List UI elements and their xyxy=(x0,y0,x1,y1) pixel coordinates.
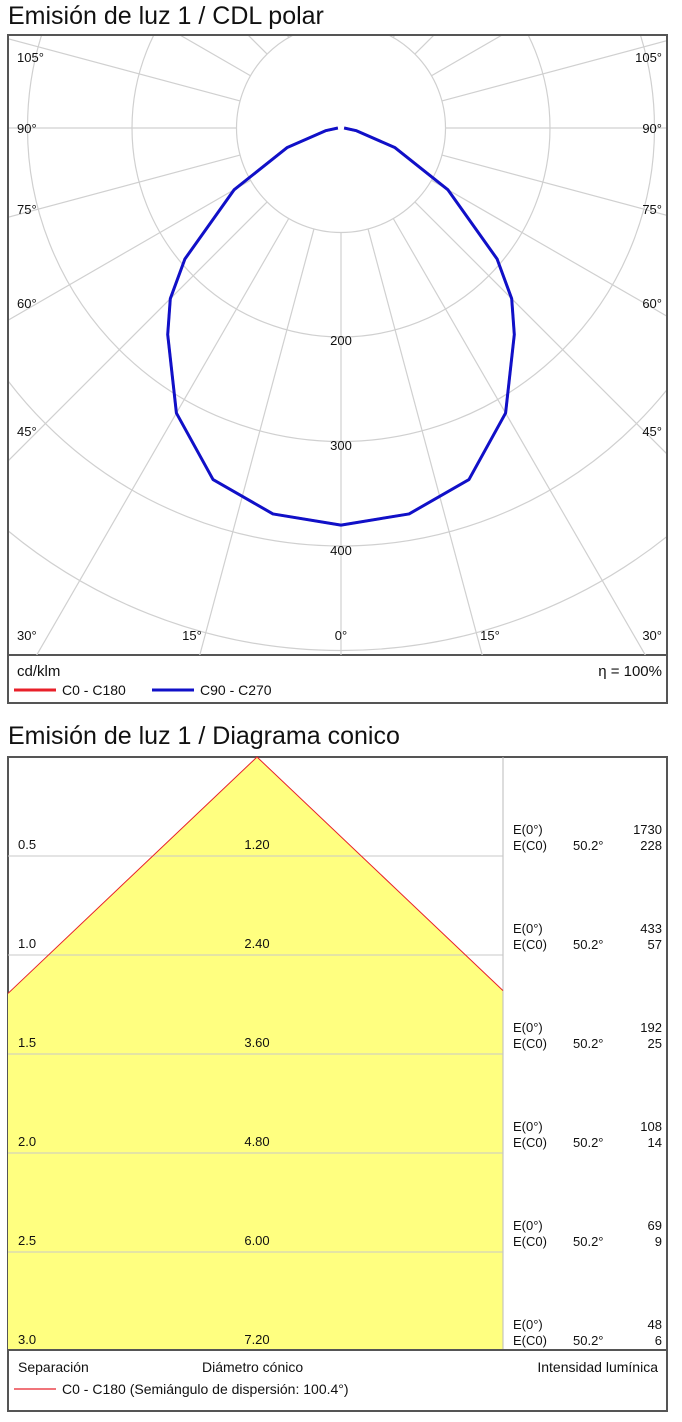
col-intensity: Intensidad lumínica xyxy=(537,1359,658,1375)
series-curve-1 xyxy=(166,126,516,527)
ec-label: E(C0) xyxy=(513,1036,547,1051)
angle-label-right: 45° xyxy=(642,424,662,439)
grid-spoke xyxy=(9,154,241,218)
angle-value: 50.2° xyxy=(573,1234,604,1249)
ec-value: 9 xyxy=(655,1234,662,1249)
grid-spoke xyxy=(9,201,268,461)
grid-spoke xyxy=(9,38,241,102)
grid-spoke xyxy=(9,179,251,321)
angle-value: 50.2° xyxy=(573,1333,604,1348)
grid-spoke xyxy=(441,40,666,102)
grid-spoke xyxy=(368,0,574,27)
grid-spoke xyxy=(392,36,395,38)
cone-title: Emisión de luz 1 / Diagrama conico xyxy=(8,722,400,750)
e0-value: 108 xyxy=(640,1119,662,1134)
diameter-value: 1.20 xyxy=(244,837,269,852)
e0-label: E(0°) xyxy=(513,1020,543,1035)
cone-outline xyxy=(7,756,504,994)
ec-label: E(C0) xyxy=(513,1333,547,1348)
ec-value: 228 xyxy=(640,838,662,853)
separation-value: 0.5 xyxy=(18,837,36,852)
angle-label-left: 90° xyxy=(17,121,37,136)
radial-tick-label: 200 xyxy=(330,333,352,348)
angle-label-right: 105° xyxy=(635,50,662,65)
angle-label-right: 30° xyxy=(642,628,662,643)
separation-value: 3.0 xyxy=(18,1332,36,1347)
e0-label: E(0°) xyxy=(513,822,543,837)
ec-value: 14 xyxy=(648,1135,662,1150)
radial-tick-label: 400 xyxy=(330,543,352,558)
ec-value: 25 xyxy=(648,1036,662,1051)
grid-spoke xyxy=(36,218,290,655)
angle-label-bottom: 15° xyxy=(480,628,500,643)
angle-label-left: 75° xyxy=(17,202,37,217)
grid-spoke xyxy=(392,218,646,655)
angle-value: 50.2° xyxy=(573,838,604,853)
angle-label-left: 105° xyxy=(17,50,44,65)
separation-value: 2.5 xyxy=(18,1233,36,1248)
e0-label: E(0°) xyxy=(513,1218,543,1233)
ec-label: E(C0) xyxy=(513,937,547,952)
angle-label-left: 45° xyxy=(17,424,37,439)
e0-value: 48 xyxy=(648,1317,662,1332)
diameter-value: 6.00 xyxy=(244,1233,269,1248)
angle-label-right: 75° xyxy=(642,202,662,217)
efficiency-label: η = 100% xyxy=(598,663,662,680)
angle-value: 50.2° xyxy=(573,1036,604,1051)
ec-label: E(C0) xyxy=(513,1234,547,1249)
diameter-value: 7.20 xyxy=(244,1332,269,1347)
separation-value: 1.0 xyxy=(18,936,36,951)
e0-label: E(0°) xyxy=(513,1119,543,1134)
ec-label: E(C0) xyxy=(513,1135,547,1150)
grid-spoke xyxy=(367,228,483,655)
e0-value: 1730 xyxy=(633,822,662,837)
angle-label-right: 90° xyxy=(642,121,662,136)
ec-value: 6 xyxy=(655,1333,662,1348)
radial-tick-label: 300 xyxy=(330,438,352,453)
grid-spoke xyxy=(441,154,666,216)
angle-value: 50.2° xyxy=(573,1135,604,1150)
legend-label-c0: C0 - C180 xyxy=(62,682,126,698)
ec-label: E(C0) xyxy=(513,838,547,853)
grid-spoke xyxy=(199,228,315,655)
legend-label-c90: C90 - C270 xyxy=(200,682,272,698)
e0-value: 433 xyxy=(640,921,662,936)
separation-value: 1.5 xyxy=(18,1035,36,1050)
col-separation: Separación xyxy=(18,1359,89,1375)
diameter-value: 3.60 xyxy=(244,1035,269,1050)
ec-value: 57 xyxy=(648,937,662,952)
separation-value: 2.0 xyxy=(18,1134,36,1149)
unit-label: cd/klm xyxy=(17,663,60,680)
grid-spoke xyxy=(414,201,666,454)
e0-label: E(0°) xyxy=(513,921,543,936)
angle-label-right: 60° xyxy=(642,296,662,311)
grid-spoke xyxy=(431,179,666,317)
e0-value: 192 xyxy=(640,1020,662,1035)
angle-label-left: 30° xyxy=(17,628,37,643)
diameter-value: 2.40 xyxy=(244,936,269,951)
angle-value: 50.2° xyxy=(573,937,604,952)
angle-label-left: 60° xyxy=(17,296,37,311)
polar-frame xyxy=(7,34,668,704)
polar-title: Emisión de luz 1 / CDL polar xyxy=(8,2,324,30)
e0-value: 69 xyxy=(648,1218,662,1233)
e0-label: E(0°) xyxy=(513,1317,543,1332)
col-diameter: Diámetro cónico xyxy=(202,1359,303,1375)
angle-label-bottom: 0° xyxy=(335,628,347,643)
angle-label-bottom: 15° xyxy=(182,628,202,643)
cone-legend: C0 - C180 (Semiángulo de dispersión: 100… xyxy=(62,1381,349,1397)
diameter-value: 4.80 xyxy=(244,1134,269,1149)
